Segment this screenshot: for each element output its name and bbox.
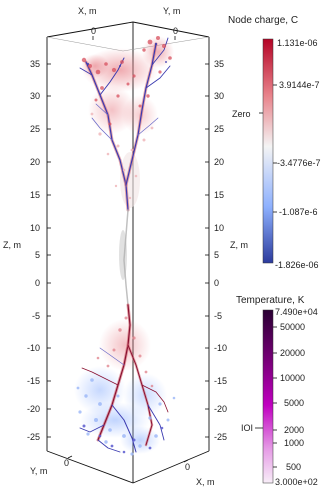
z-axis-label-left: Z, m [3,240,21,250]
z-tick-left: -10 [27,343,40,353]
z-tick-right: -5 [214,311,222,321]
z-tick-left: -20 [27,404,40,414]
charge-legend: Node charge, C 1.131e-06 3.9144e-7 Zero … [228,15,321,270]
z-axis-label-right: Z, m [230,240,248,250]
charge-tick: 3.9144e-7 [279,80,320,90]
bottom-x-axis-label: X, m [196,477,215,487]
temperature-tick: 5000 [284,398,304,408]
temperature-legend-title: Temperature, K [236,295,305,306]
charge-tick: -3.4776e-7 [277,158,321,168]
top-axes: X, m Y, m 0 0 [78,6,180,40]
z-tick-left: 35 [30,59,40,69]
z-tick-left: 20 [30,157,40,167]
z-tick-right: -20 [214,404,227,414]
z-tick-left: 30 [30,91,40,101]
z-tick-left: 0 [35,278,40,288]
z-tick-right: 30 [214,91,224,101]
top-x-tick: 0 [91,26,96,36]
charge-min-label: -1.826e-06 [275,260,319,270]
charge-zero-label: Zero [232,109,251,119]
temperature-legend: Temperature, K 7.490e+04 50000 20000 100… [236,295,318,487]
z-tick-right: 20 [214,157,224,167]
charge-max-label: 1.131e-06 [277,38,318,48]
z-tick-right: 25 [214,124,224,134]
z-tick-right: -25 [214,432,227,442]
z-tick-left: -5 [32,311,40,321]
discharge-tree [74,36,176,456]
temperature-colorbar [262,309,274,484]
charge-tick: -1.087e-6 [279,207,318,217]
z-tick-right: -10 [214,343,227,353]
z-tick-left: -15 [27,376,40,386]
top-y-tick: 0 [173,26,178,36]
z-tick-left: 10 [30,223,40,233]
temperature-marker-label: IOI [241,423,253,433]
temperature-tick: 20000 [280,348,305,358]
z-tick-left: 15 [30,190,40,200]
top-y-axis-label: Y, m [163,6,180,16]
temperature-tick: 500 [286,462,301,472]
temperature-max-label: 7.490e+04 [275,307,318,317]
charge-legend-title: Node charge, C [228,15,298,26]
z-tick-left: -25 [27,432,40,442]
z-tick-right: 15 [214,190,224,200]
z-tick-right: 5 [214,250,219,260]
temperature-min-label: 3.000e+02 [275,477,318,487]
z-axis-right: 35 30 25 20 15 10 5 0 -5 -10 -15 -20 -25… [205,59,248,442]
bottom-y-tick: 0 [64,458,69,468]
z-tick-right: 35 [214,59,224,69]
bottom-x-tick: 0 [185,462,190,472]
temperature-tick: 2000 [284,425,304,435]
z-tick-right: 0 [214,278,219,288]
z-tick-right: -15 [214,376,227,386]
z-tick-right: 10 [214,223,224,233]
top-x-axis-label: X, m [78,6,97,16]
z-tick-left: 5 [35,250,40,260]
temperature-tick: 1000 [284,438,304,448]
temperature-tick: 10000 [280,373,305,383]
temperature-tick: 50000 [280,322,305,332]
z-axis-left: 35 30 25 20 15 10 5 0 -5 -10 -15 -20 -25… [3,59,51,442]
z-tick-left: 25 [30,124,40,134]
bottom-y-axis-label: Y, m [30,466,47,476]
bottom-axes: Y, m 0 0 X, m [30,455,215,487]
charge-colorbar [262,38,274,264]
